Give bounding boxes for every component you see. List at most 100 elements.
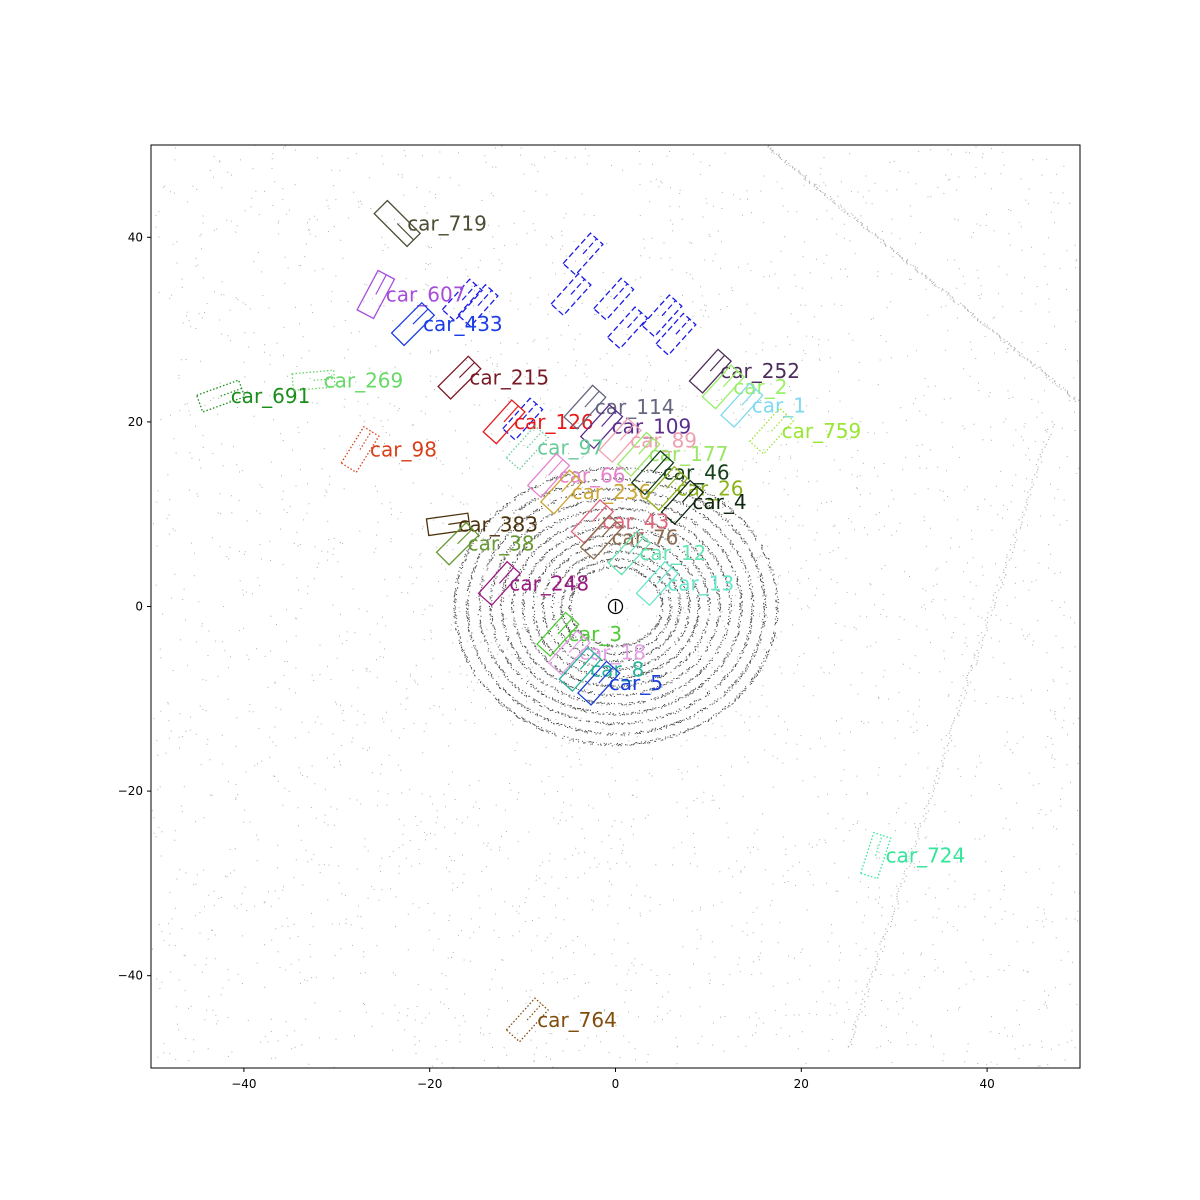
car_724-box: [859, 831, 892, 880]
car_215-box: [437, 355, 482, 400]
car_13-box-heading: [656, 567, 673, 584]
car_236-box-heading: [561, 475, 577, 493]
y-tick-label: 40: [128, 230, 143, 244]
x-axis-ticks: −40 −20 0 20 40: [231, 1068, 995, 1091]
car_1-box: [720, 382, 764, 429]
car_38-label: car_38: [468, 532, 535, 556]
car_46-box-heading: [652, 456, 668, 474]
car_4-box-heading: [681, 485, 698, 503]
car_691-box-heading: [220, 387, 242, 397]
car_433-box-heading: [412, 308, 429, 325]
unlabeled-box-1-heading: [570, 278, 586, 295]
car_12-box-heading: [628, 536, 645, 554]
car_12-label: car_12: [639, 541, 706, 565]
car_691-label: car_691: [231, 384, 311, 408]
car_4-label: car_4: [692, 490, 746, 514]
car_236-box: [539, 469, 584, 515]
car_5-box-heading: [598, 666, 614, 684]
car_607-label: car_607: [386, 283, 466, 307]
car_383-box-heading: [448, 520, 470, 525]
car_724-label: car_724: [886, 844, 966, 868]
x-tick-label: −20: [417, 1077, 442, 1091]
car_18-label: car_18: [579, 641, 646, 665]
y-axis-ticks: −40 −20 0 20 40: [118, 230, 151, 983]
unlabeled-box-8-heading: [522, 403, 537, 420]
car_607-box-heading: [375, 274, 387, 295]
car_76-box-heading: [601, 520, 617, 538]
car_236-label: car_236: [572, 480, 652, 504]
car_26-box-heading: [666, 472, 682, 489]
car_764-box: [505, 997, 550, 1043]
car_719-box: [373, 199, 422, 248]
unlabeled-box-5-heading: [675, 318, 691, 335]
car_66-box-heading: [548, 459, 564, 476]
car_89-box-heading: [619, 424, 635, 441]
car_3-box-heading: [557, 617, 573, 635]
car_43-label: car_43: [602, 510, 669, 534]
car_724-box-heading: [875, 835, 883, 856]
car_764-box-heading: [526, 1003, 542, 1021]
car_97-box: [505, 424, 550, 471]
car_248-box-heading: [498, 567, 515, 584]
car_215-label: car_215: [469, 366, 549, 390]
car_76-label: car_76: [612, 525, 679, 549]
car_2-label: car_2: [733, 375, 787, 399]
unlabeled-box-7-heading: [477, 289, 493, 307]
car_18-box: [547, 629, 591, 676]
car_98-box-heading: [359, 431, 372, 450]
ego-vehicle-marker: [607, 598, 624, 615]
car_177-box-heading: [638, 437, 654, 455]
car_126-box: [482, 399, 526, 445]
car_126-box-heading: [503, 405, 519, 423]
car_109-box-heading: [601, 410, 617, 427]
car_1-box-heading: [741, 388, 757, 406]
x-tick-label: 0: [612, 1077, 620, 1091]
car_18-box-heading: [568, 636, 584, 654]
ego-circle: [607, 598, 624, 615]
y-tick-label: 0: [135, 600, 143, 614]
car_759-box-heading: [771, 414, 787, 432]
lidar-clutter: [151, 145, 1080, 1068]
car_433-label: car_433: [423, 312, 503, 336]
car_719-label: car_719: [407, 212, 487, 236]
car_764-label: car_764: [537, 1008, 617, 1032]
car_215-box-heading: [458, 362, 475, 379]
car_98-box: [340, 425, 380, 474]
car_3-label: car_3: [568, 622, 622, 646]
car_5-label: car_5: [609, 671, 663, 695]
car_248-label: car_248: [509, 571, 589, 595]
car_269-label: car_269: [324, 368, 404, 392]
unlabeled-box-2-heading: [613, 283, 628, 300]
x-tick-label: 40: [979, 1077, 994, 1091]
car_126-label: car_126: [514, 410, 594, 434]
unlabeled-box-6: [441, 278, 484, 322]
lidar-point-cloud: [151, 145, 1080, 1068]
car_252-label: car_252: [720, 359, 800, 383]
car_177-box: [616, 431, 661, 477]
car_12-box: [607, 530, 652, 576]
car_269-box: [291, 369, 336, 392]
unlabeled-box-4-heading: [661, 300, 677, 317]
y-tick-label: −20: [118, 784, 143, 798]
car_691-box: [195, 379, 246, 413]
car_8-box-heading: [579, 652, 595, 670]
car_97-label: car_97: [537, 436, 604, 460]
car_2-box-heading: [722, 370, 739, 388]
y-tick-label: 20: [128, 415, 143, 429]
car_97-box-heading: [526, 431, 542, 449]
car_38-box-heading: [457, 528, 473, 545]
unlabeled-boxes: [441, 232, 697, 441]
car_1-label: car_1: [752, 393, 806, 417]
unlabeled-box-0-heading: [582, 238, 598, 255]
car_719-box-heading: [396, 223, 415, 241]
car_383-label: car_383: [458, 512, 538, 536]
unlabeled-box-4: [641, 294, 683, 338]
car_98-label: car_98: [370, 438, 437, 462]
unlabeled-box-1: [550, 272, 592, 317]
lidar-rings: [453, 466, 780, 747]
car_114-box-heading: [584, 390, 600, 408]
car_759-box: [748, 407, 795, 455]
car_89-box: [598, 417, 642, 464]
